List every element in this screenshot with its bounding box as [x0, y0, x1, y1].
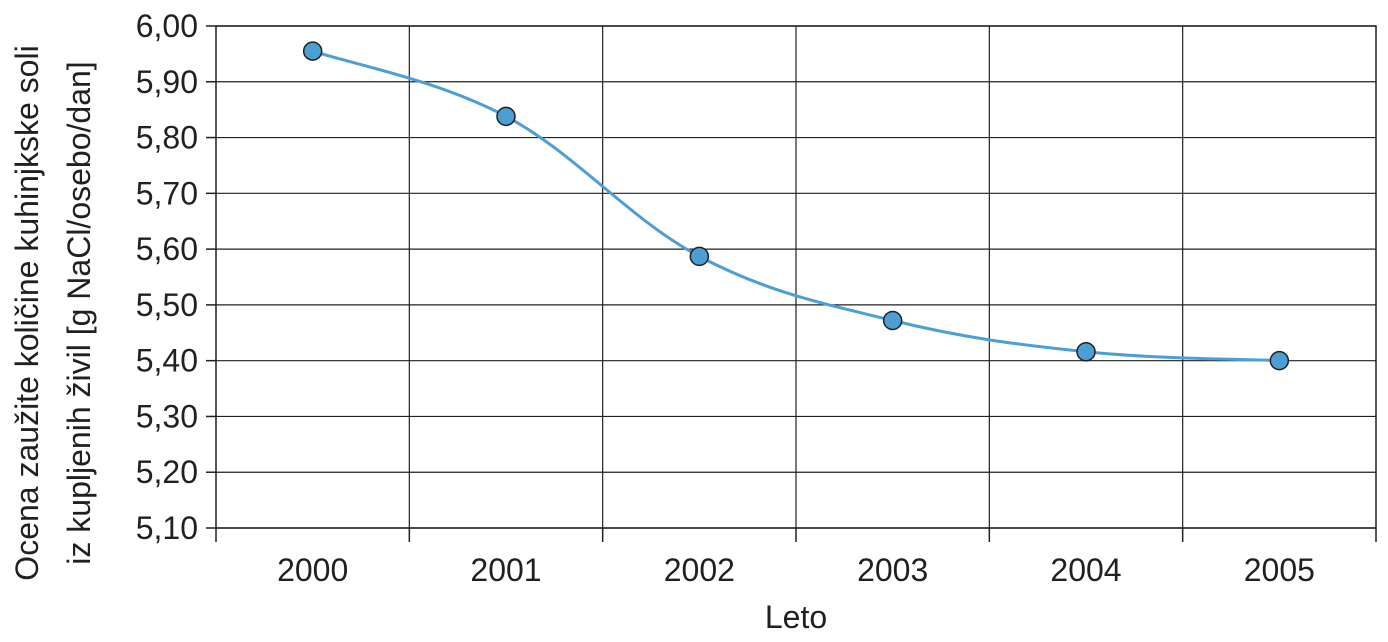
plot-frame	[215, 25, 1377, 529]
x-tick-label: 2002	[664, 552, 735, 588]
y-tick-label: 5,20	[136, 454, 198, 490]
y-tick-label: 5,10	[136, 510, 198, 546]
x-tick-label: 2003	[857, 552, 928, 588]
x-tick-label: 2000	[277, 552, 348, 588]
data-point	[689, 246, 710, 267]
y-axis-ticks: 5,10 5,20 5,30 5,40 5,50 5,60 5,70 5,80 5,90 6,00	[136, 8, 216, 546]
x-tick-label: 2005	[1244, 552, 1315, 588]
data-point	[302, 41, 323, 61]
y-tick-label: 5,90	[136, 64, 198, 100]
y-tick-label: 5,70	[136, 175, 198, 211]
x-tick-label: 2001	[470, 552, 541, 588]
data-point	[882, 310, 903, 331]
data-point	[1076, 341, 1096, 362]
x-tick-label: 2004	[1050, 552, 1121, 588]
x-axis-ticks: 2000 2001 2002 2003 2004 2005	[215, 528, 1377, 588]
y-tick-label: 5,80	[136, 120, 198, 156]
y-tick-label: 5,40	[136, 343, 198, 379]
y-tick-label: 5,50	[136, 287, 198, 323]
data-point	[1269, 350, 1290, 371]
y-tick-label: 5,30	[136, 398, 198, 434]
series-layer	[302, 41, 1290, 371]
y-axis-title-line-2: iz kupljenih živil [g NaCl/osebo/dan]	[61, 61, 97, 564]
series-line	[312, 49, 1280, 363]
y-tick-label: 5,60	[136, 231, 198, 267]
x-axis-title: Leto	[765, 599, 827, 635]
y-axis-title: Ocena zaužite količine kuhinjkske soli i…	[9, 45, 97, 580]
y-tick-label: 6,00	[136, 8, 198, 44]
grid-lines	[216, 25, 1376, 529]
data-point	[496, 106, 516, 127]
y-axis-title-line-1: Ocena zaužite količine kuhinjkske soli	[9, 45, 45, 580]
